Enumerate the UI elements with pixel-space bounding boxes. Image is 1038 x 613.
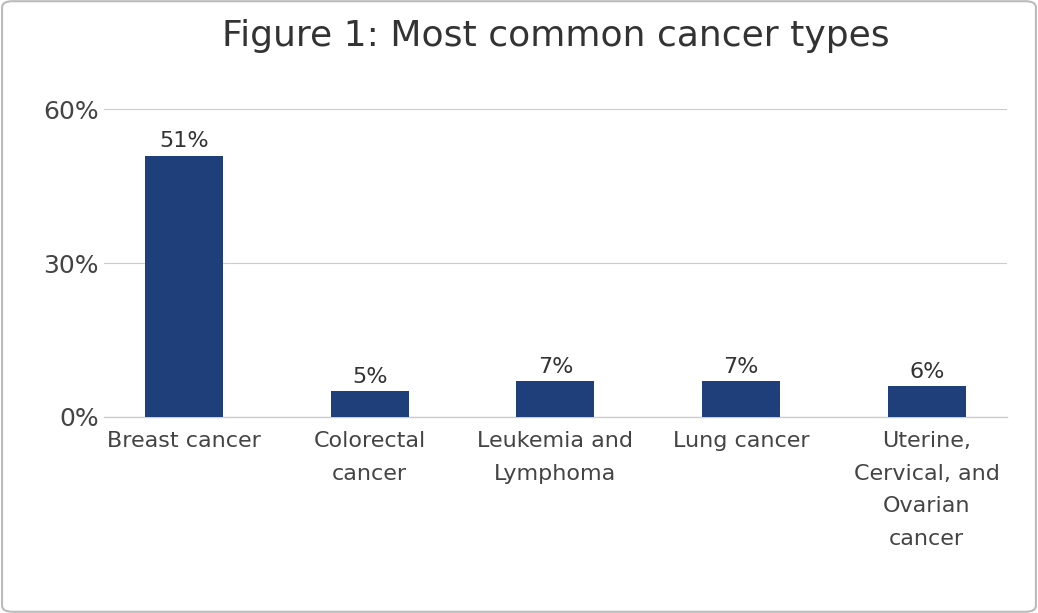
Bar [145, 156, 223, 417]
Bar [702, 381, 781, 417]
Text: 5%: 5% [352, 367, 387, 387]
Title: Figure 1: Most common cancer types: Figure 1: Most common cancer types [221, 19, 890, 53]
Text: 7%: 7% [723, 357, 759, 377]
Bar [516, 381, 595, 417]
Bar [330, 391, 409, 417]
Bar [887, 386, 965, 417]
Text: 51%: 51% [159, 131, 209, 151]
Text: 6%: 6% [909, 362, 945, 382]
Text: 7%: 7% [538, 357, 573, 377]
